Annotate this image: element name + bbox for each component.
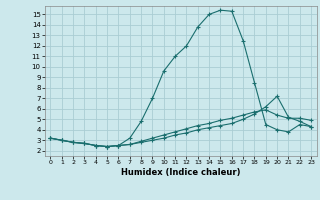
X-axis label: Humidex (Indice chaleur): Humidex (Indice chaleur) bbox=[121, 168, 241, 177]
